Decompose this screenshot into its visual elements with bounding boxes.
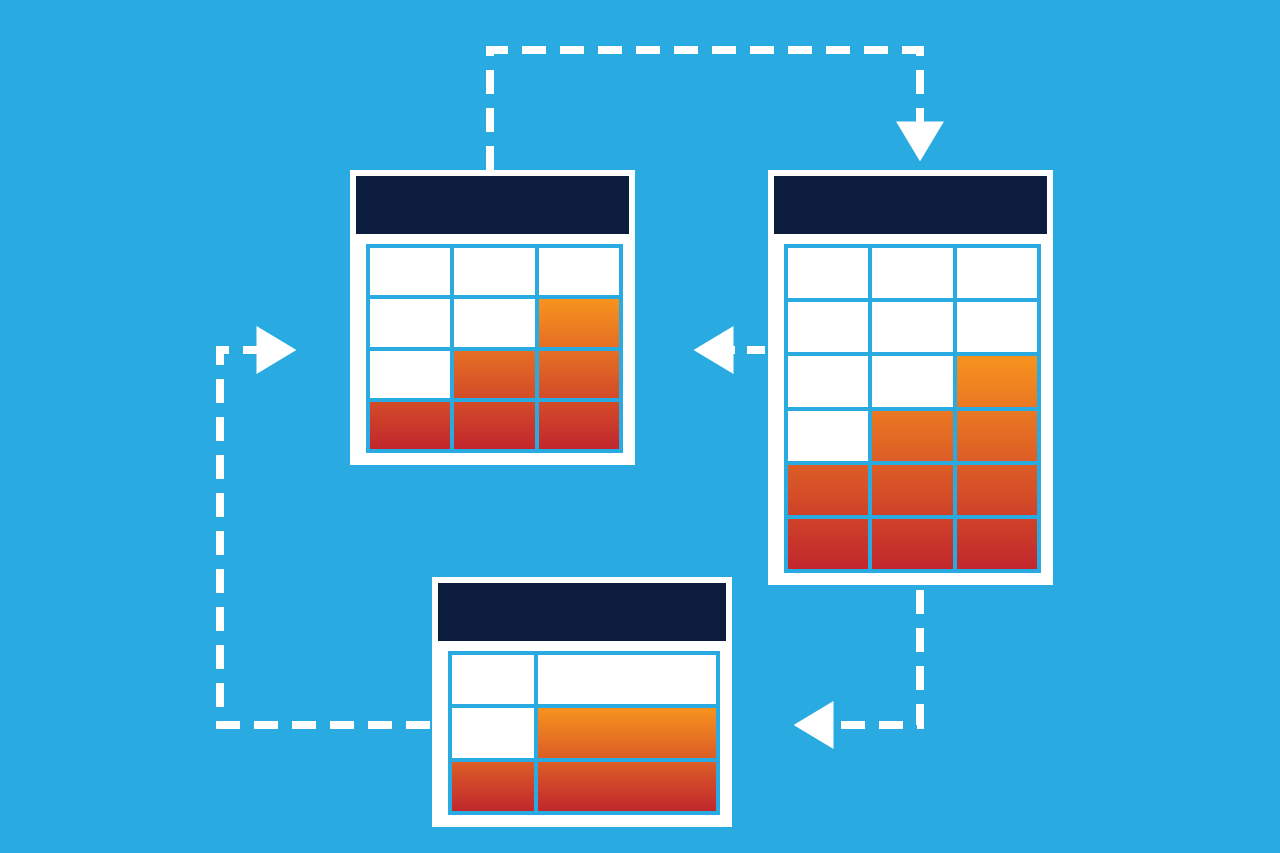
table-cell	[368, 246, 452, 297]
table-cell	[870, 517, 954, 571]
conn-right-down	[800, 590, 920, 725]
table-cell	[786, 354, 870, 408]
table-cell	[450, 653, 536, 706]
table-cell	[955, 463, 1039, 517]
table-cell	[870, 300, 954, 354]
table-cell	[955, 354, 1039, 408]
table-cell	[536, 706, 718, 759]
table-cell	[537, 246, 621, 297]
table-cell	[452, 400, 536, 451]
table-cell	[368, 400, 452, 451]
table-cell	[786, 300, 870, 354]
table-cell	[536, 760, 718, 813]
table-cell	[368, 297, 452, 348]
table-cell	[537, 349, 621, 400]
table-cell	[870, 354, 954, 408]
table-grid	[366, 244, 623, 453]
diagram-canvas	[0, 0, 1280, 853]
table-bottom	[432, 577, 732, 827]
table-header	[356, 176, 629, 234]
table-cell	[786, 409, 870, 463]
table-right	[768, 170, 1053, 585]
table-cell	[452, 246, 536, 297]
table-cell	[870, 246, 954, 300]
table-body	[774, 234, 1047, 579]
table-cell	[537, 400, 621, 451]
table-body	[356, 234, 629, 459]
table-cell	[870, 463, 954, 517]
table-grid	[784, 244, 1041, 573]
table-cell	[955, 300, 1039, 354]
table-cell	[955, 517, 1039, 571]
table-cell	[536, 653, 718, 706]
table-body	[438, 641, 726, 821]
table-cell	[368, 349, 452, 400]
table-cell	[450, 760, 536, 813]
table-cell	[452, 297, 536, 348]
table-grid	[448, 651, 720, 815]
table-cell	[450, 706, 536, 759]
table-left	[350, 170, 635, 465]
table-cell	[786, 463, 870, 517]
table-cell	[537, 297, 621, 348]
table-header	[438, 583, 726, 641]
table-cell	[955, 246, 1039, 300]
table-cell	[870, 409, 954, 463]
conn-top	[490, 50, 920, 170]
table-cell	[786, 517, 870, 571]
table-cell	[786, 246, 870, 300]
table-cell	[955, 409, 1039, 463]
table-cell	[452, 349, 536, 400]
table-header	[774, 176, 1047, 234]
